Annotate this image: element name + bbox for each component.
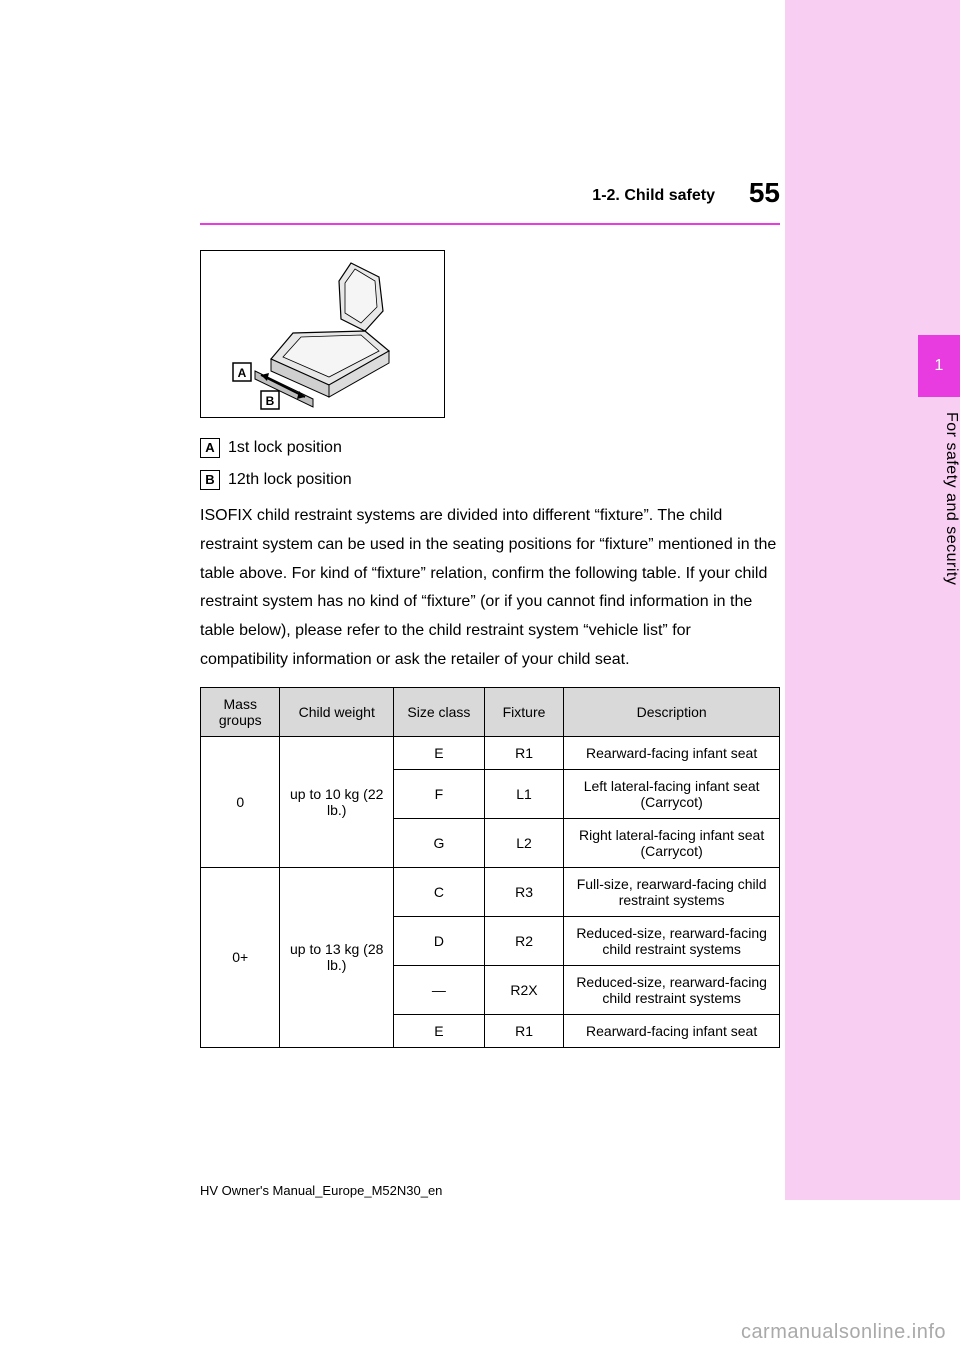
body-paragraph: ISOFIX child restraint systems are divid…: [200, 502, 780, 675]
table-header-row: Mass groups Child weight Size class Fixt…: [201, 687, 780, 736]
cell-mass: 0: [201, 736, 280, 867]
page-number: 55: [749, 177, 780, 209]
col-desc: Description: [564, 687, 780, 736]
table-row: 0+ up to 13 kg (28 lb.) C R3 Full-size, …: [201, 867, 780, 916]
legend-item-b: B 12th lock position: [200, 470, 780, 490]
cell-fixture: L2: [484, 818, 563, 867]
cell-fixture: R2: [484, 916, 563, 965]
fixture-table: Mass groups Child weight Size class Fixt…: [200, 687, 780, 1048]
table-row: 0 up to 10 kg (22 lb.) E R1 Rearward-fac…: [201, 736, 780, 769]
col-fixture: Fixture: [484, 687, 563, 736]
chapter-title-vertical: For safety and security: [918, 406, 960, 706]
cell-weight: up to 13 kg (28 lb.): [280, 867, 394, 1047]
cell-desc: Full-size, rearward-facing child restrai…: [564, 867, 780, 916]
legend-text-b: 12th lock position: [228, 471, 352, 489]
cell-desc: Right lateral-facing infant seat (Carryc…: [564, 818, 780, 867]
header-rule: [200, 223, 780, 225]
cell-fixture: R1: [484, 736, 563, 769]
cell-fixture: R1: [484, 1014, 563, 1047]
legend-box-a: A: [200, 438, 220, 458]
watermark: carmanualsonline.info: [741, 1321, 946, 1344]
cell-weight: up to 10 kg (22 lb.): [280, 736, 394, 867]
cell-size: —: [393, 965, 484, 1014]
cell-fixture: R2X: [484, 965, 563, 1014]
cell-size: C: [393, 867, 484, 916]
legend-item-a: A 1st lock position: [200, 438, 780, 458]
cell-size: G: [393, 818, 484, 867]
cell-mass: 0+: [201, 867, 280, 1047]
page-header: 1-2. Child safety 55: [200, 175, 780, 225]
chapter-tab: 1: [918, 335, 960, 397]
cell-fixture: R3: [484, 867, 563, 916]
section-name: 1-2. Child safety: [592, 187, 715, 205]
col-mass: Mass groups: [201, 687, 280, 736]
footer-doc-id: HV Owner's Manual_Europe_M52N30_en: [200, 1183, 442, 1198]
legend-box-b: B: [200, 470, 220, 490]
cell-size: E: [393, 1014, 484, 1047]
seat-figure: A B: [200, 250, 445, 418]
content-body: A B A 1st lock position B 12th lock posi…: [200, 250, 780, 1048]
page: 1 For safety and security 1-2. Child saf…: [0, 0, 960, 1358]
fig-label-b: B: [266, 394, 275, 408]
legend-text-a: 1st lock position: [228, 439, 342, 457]
cell-desc: Left lateral-facing infant seat (Carryco…: [564, 769, 780, 818]
cell-size: E: [393, 736, 484, 769]
cell-size: D: [393, 916, 484, 965]
cell-desc: Rearward-facing infant seat: [564, 736, 780, 769]
cell-desc: Rearward-facing infant seat: [564, 1014, 780, 1047]
cell-fixture: L1: [484, 769, 563, 818]
cell-desc: Reduced-size, rearward-facing child rest…: [564, 916, 780, 965]
cell-desc: Reduced-size, rearward-facing child rest…: [564, 965, 780, 1014]
seat-svg: A B: [201, 251, 446, 419]
col-weight: Child weight: [280, 687, 394, 736]
cell-size: F: [393, 769, 484, 818]
fig-label-a: A: [238, 366, 247, 380]
col-size: Size class: [393, 687, 484, 736]
